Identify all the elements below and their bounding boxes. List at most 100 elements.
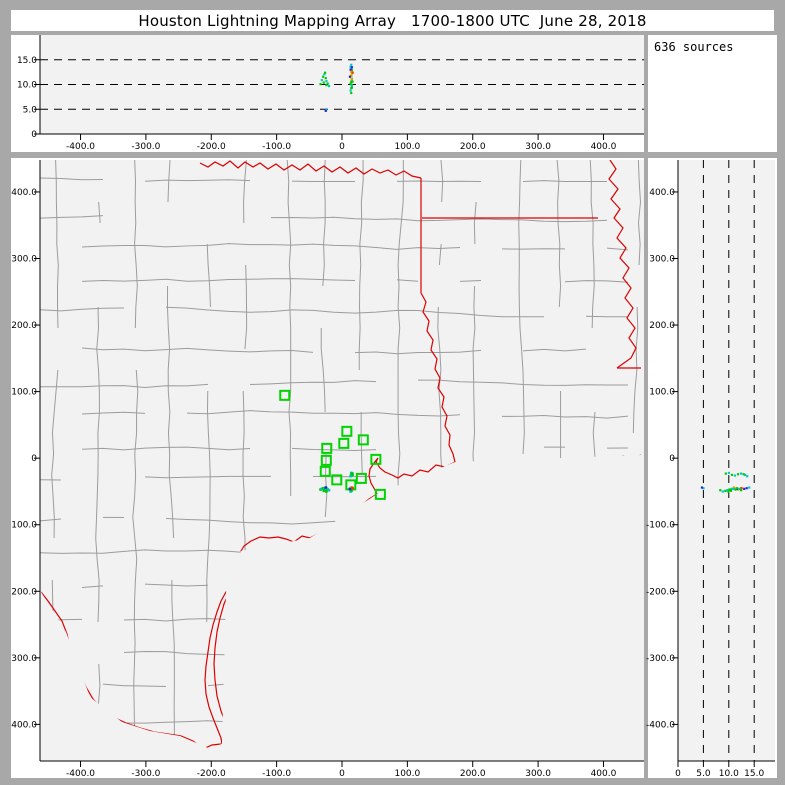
y-tick-label: 5.0 bbox=[23, 105, 38, 115]
source-point bbox=[324, 72, 326, 74]
x-tick-label: -300.0 bbox=[131, 769, 160, 778]
y-tick-label: 400.0 bbox=[11, 188, 37, 198]
source-point bbox=[350, 92, 352, 94]
source-point bbox=[349, 76, 351, 78]
source-point bbox=[325, 110, 327, 112]
source-point bbox=[350, 64, 352, 66]
y-tick-label: 200.0 bbox=[11, 321, 37, 331]
y-tick-label: 200.0 bbox=[649, 321, 675, 331]
x-tick-label: 300.0 bbox=[525, 769, 551, 778]
x-tick-label: 10.0 bbox=[719, 769, 739, 778]
y-tick-label: 0 bbox=[31, 130, 37, 140]
source-point bbox=[724, 490, 726, 492]
source-point bbox=[737, 473, 739, 475]
source-point bbox=[730, 490, 732, 492]
x-tick-label: 100.0 bbox=[394, 142, 420, 152]
source-point bbox=[746, 475, 748, 477]
x-tick-label: -100.0 bbox=[262, 769, 291, 778]
source-point bbox=[328, 85, 330, 87]
y-tick-label: -400.0 bbox=[11, 720, 37, 730]
source-point bbox=[722, 490, 724, 492]
source-point bbox=[734, 474, 736, 476]
source-point bbox=[743, 473, 745, 475]
source-point bbox=[727, 490, 729, 492]
source-count-label: 636 sources bbox=[654, 40, 733, 54]
source-point bbox=[328, 489, 331, 492]
source-point bbox=[701, 486, 703, 488]
plan-view-map-panel[interactable]: 400.0 300.0 200.0 100.0 0 -100.0 -200.0 -300.0 -… bbox=[11, 158, 644, 778]
y-tick-label: 400.0 bbox=[649, 188, 675, 198]
county-line bbox=[586, 316, 628, 317]
x-tick-label: -400.0 bbox=[66, 769, 95, 778]
y-tick-label: 0 bbox=[669, 454, 675, 464]
source-count-box: 636 sources bbox=[648, 35, 777, 152]
y-tick-label: 15.0 bbox=[17, 56, 37, 66]
source-point bbox=[350, 81, 352, 83]
y-tick-label: 100.0 bbox=[649, 388, 675, 398]
y-tick-label: -100.0 bbox=[646, 521, 675, 531]
source-point bbox=[349, 69, 351, 71]
x-tick-label: -400.0 bbox=[66, 142, 95, 152]
source-point bbox=[325, 77, 327, 79]
source-point bbox=[325, 80, 327, 82]
source-point bbox=[351, 79, 353, 81]
y-tick-label: 300.0 bbox=[11, 255, 37, 265]
source-point bbox=[351, 72, 353, 74]
source-point bbox=[351, 66, 353, 68]
source-point bbox=[322, 76, 324, 78]
source-point bbox=[740, 472, 742, 474]
source-point bbox=[324, 486, 327, 489]
source-point bbox=[351, 84, 353, 86]
title-bar: Houston Lightning Mapping Array 1700-180… bbox=[11, 10, 774, 31]
x-tick-label: 0 bbox=[339, 142, 345, 152]
x-tick-label: 300.0 bbox=[525, 142, 551, 152]
source-point bbox=[746, 487, 748, 489]
altitude-vs-ew-panel[interactable]: 0 5.0 10.0 15.0 -400.0 -300.0 -200.0 -100.0 0 100… bbox=[11, 35, 644, 152]
y-tick-label: 10.0 bbox=[17, 81, 37, 91]
source-point bbox=[731, 474, 733, 476]
altitude-vs-ns-panel[interactable]: 400.0300.0200.0100.00-100.0-200.0-300.0-… bbox=[646, 158, 777, 778]
x-tick-label: -200.0 bbox=[197, 142, 226, 152]
source-point bbox=[325, 490, 328, 493]
x-tick-label: -300.0 bbox=[131, 142, 160, 152]
x-tick-label: 100.0 bbox=[394, 769, 420, 778]
county-line bbox=[397, 181, 481, 182]
source-point bbox=[321, 79, 323, 81]
source-point bbox=[728, 472, 730, 474]
x-tick-label: 200.0 bbox=[460, 769, 486, 778]
source-point bbox=[351, 487, 354, 490]
source-point bbox=[325, 84, 327, 86]
source-point bbox=[350, 87, 352, 89]
source-point bbox=[719, 489, 721, 491]
source-point bbox=[322, 490, 325, 493]
source-point bbox=[351, 472, 354, 475]
x-tick-label: 400.0 bbox=[591, 142, 617, 152]
y-tick-label: -300.0 bbox=[11, 654, 37, 664]
source-point bbox=[349, 488, 352, 491]
source-point bbox=[349, 89, 351, 91]
source-point bbox=[319, 83, 321, 85]
y-tick-label: -100.0 bbox=[11, 521, 37, 531]
plot-background bbox=[678, 160, 775, 761]
y-tick-label: 100.0 bbox=[11, 388, 37, 398]
x-tick-label: 15.0 bbox=[744, 769, 764, 778]
source-point bbox=[748, 486, 750, 488]
y-tick-label: -200.0 bbox=[11, 587, 37, 597]
source-point bbox=[743, 488, 745, 490]
x-tick-label: -200.0 bbox=[197, 769, 226, 778]
y-tick-label: -400.0 bbox=[646, 720, 675, 730]
window-title: Houston Lightning Mapping Array 1700-180… bbox=[138, 12, 646, 30]
x-tick-label: 400.0 bbox=[591, 769, 617, 778]
y-tick-label: 0 bbox=[31, 454, 37, 464]
source-point bbox=[323, 82, 325, 84]
y-tick-label: -300.0 bbox=[646, 654, 675, 664]
x-tick-label: 200.0 bbox=[460, 142, 486, 152]
plot-background bbox=[40, 160, 644, 761]
y-tick-label: 300.0 bbox=[649, 255, 675, 265]
source-point bbox=[725, 472, 727, 474]
x-tick-label: -100.0 bbox=[262, 142, 291, 152]
x-tick-label: 0 bbox=[339, 769, 345, 778]
x-tick-label: 5.0 bbox=[696, 769, 711, 778]
source-point bbox=[731, 488, 733, 490]
x-tick-label: 0 bbox=[675, 769, 681, 778]
